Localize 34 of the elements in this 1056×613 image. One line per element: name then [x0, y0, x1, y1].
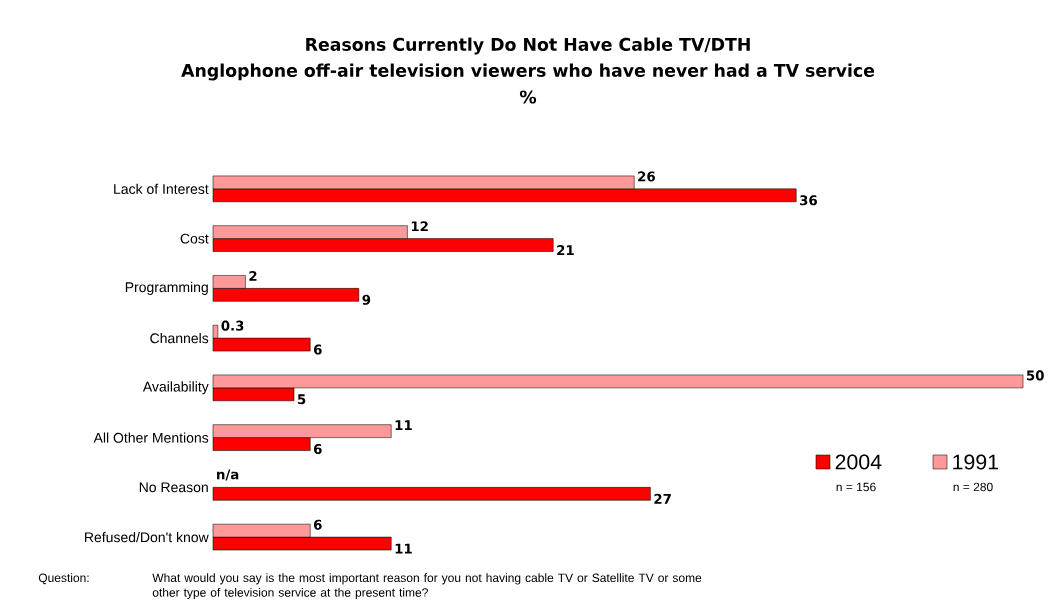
legend-label: 1991: [953, 454, 998, 470]
data-label: 12: [411, 221, 428, 232]
data-label: 36: [800, 195, 817, 206]
y-tick-label: Programming: [125, 281, 208, 295]
y-tick-label: Cost: [180, 233, 209, 244]
data-label: 11: [395, 543, 412, 554]
data-label: 9: [362, 294, 371, 305]
y-tick-label: Refused/Don't know: [85, 531, 209, 543]
y-tick-label: Lack of Interest: [114, 183, 209, 195]
data-label: 2: [249, 270, 257, 281]
data-label: 0.3: [221, 320, 244, 331]
annotation: n = 156: [836, 482, 876, 492]
y-tick-label: Availability: [142, 381, 209, 395]
text: n/a: [217, 469, 239, 481]
data-label: 6: [313, 519, 322, 530]
data-label: 26: [638, 171, 655, 182]
y-tick-label: No Reason: [139, 482, 208, 493]
text: %: [519, 90, 537, 104]
data-label: 21: [557, 245, 574, 255]
data-label: 6: [313, 444, 322, 455]
bar: [212, 487, 651, 501]
annotation: n = 280: [953, 482, 993, 492]
text: Question:: [38, 573, 89, 585]
data-label: 6: [313, 344, 322, 355]
chart-title: Reasons Currently Do Not Have Cable TV/DTH: [306, 37, 750, 55]
y-tick-label: All Other Mentions: [93, 432, 209, 443]
text: What would you say is the most important reason for you not having cable TV or Satellite TV or some other type of television service at the present time?: [152, 573, 702, 600]
data-label: 27: [654, 493, 671, 504]
chart-subtitle: Anglophone off-air television viewers who have never had a TV service: [181, 63, 875, 81]
legend-label: 2004: [835, 454, 882, 470]
y-tick-label: Channels: [150, 332, 209, 344]
data-label: 5: [297, 394, 306, 405]
data-label: 11: [395, 420, 412, 431]
data-label: 50: [1026, 370, 1044, 381]
